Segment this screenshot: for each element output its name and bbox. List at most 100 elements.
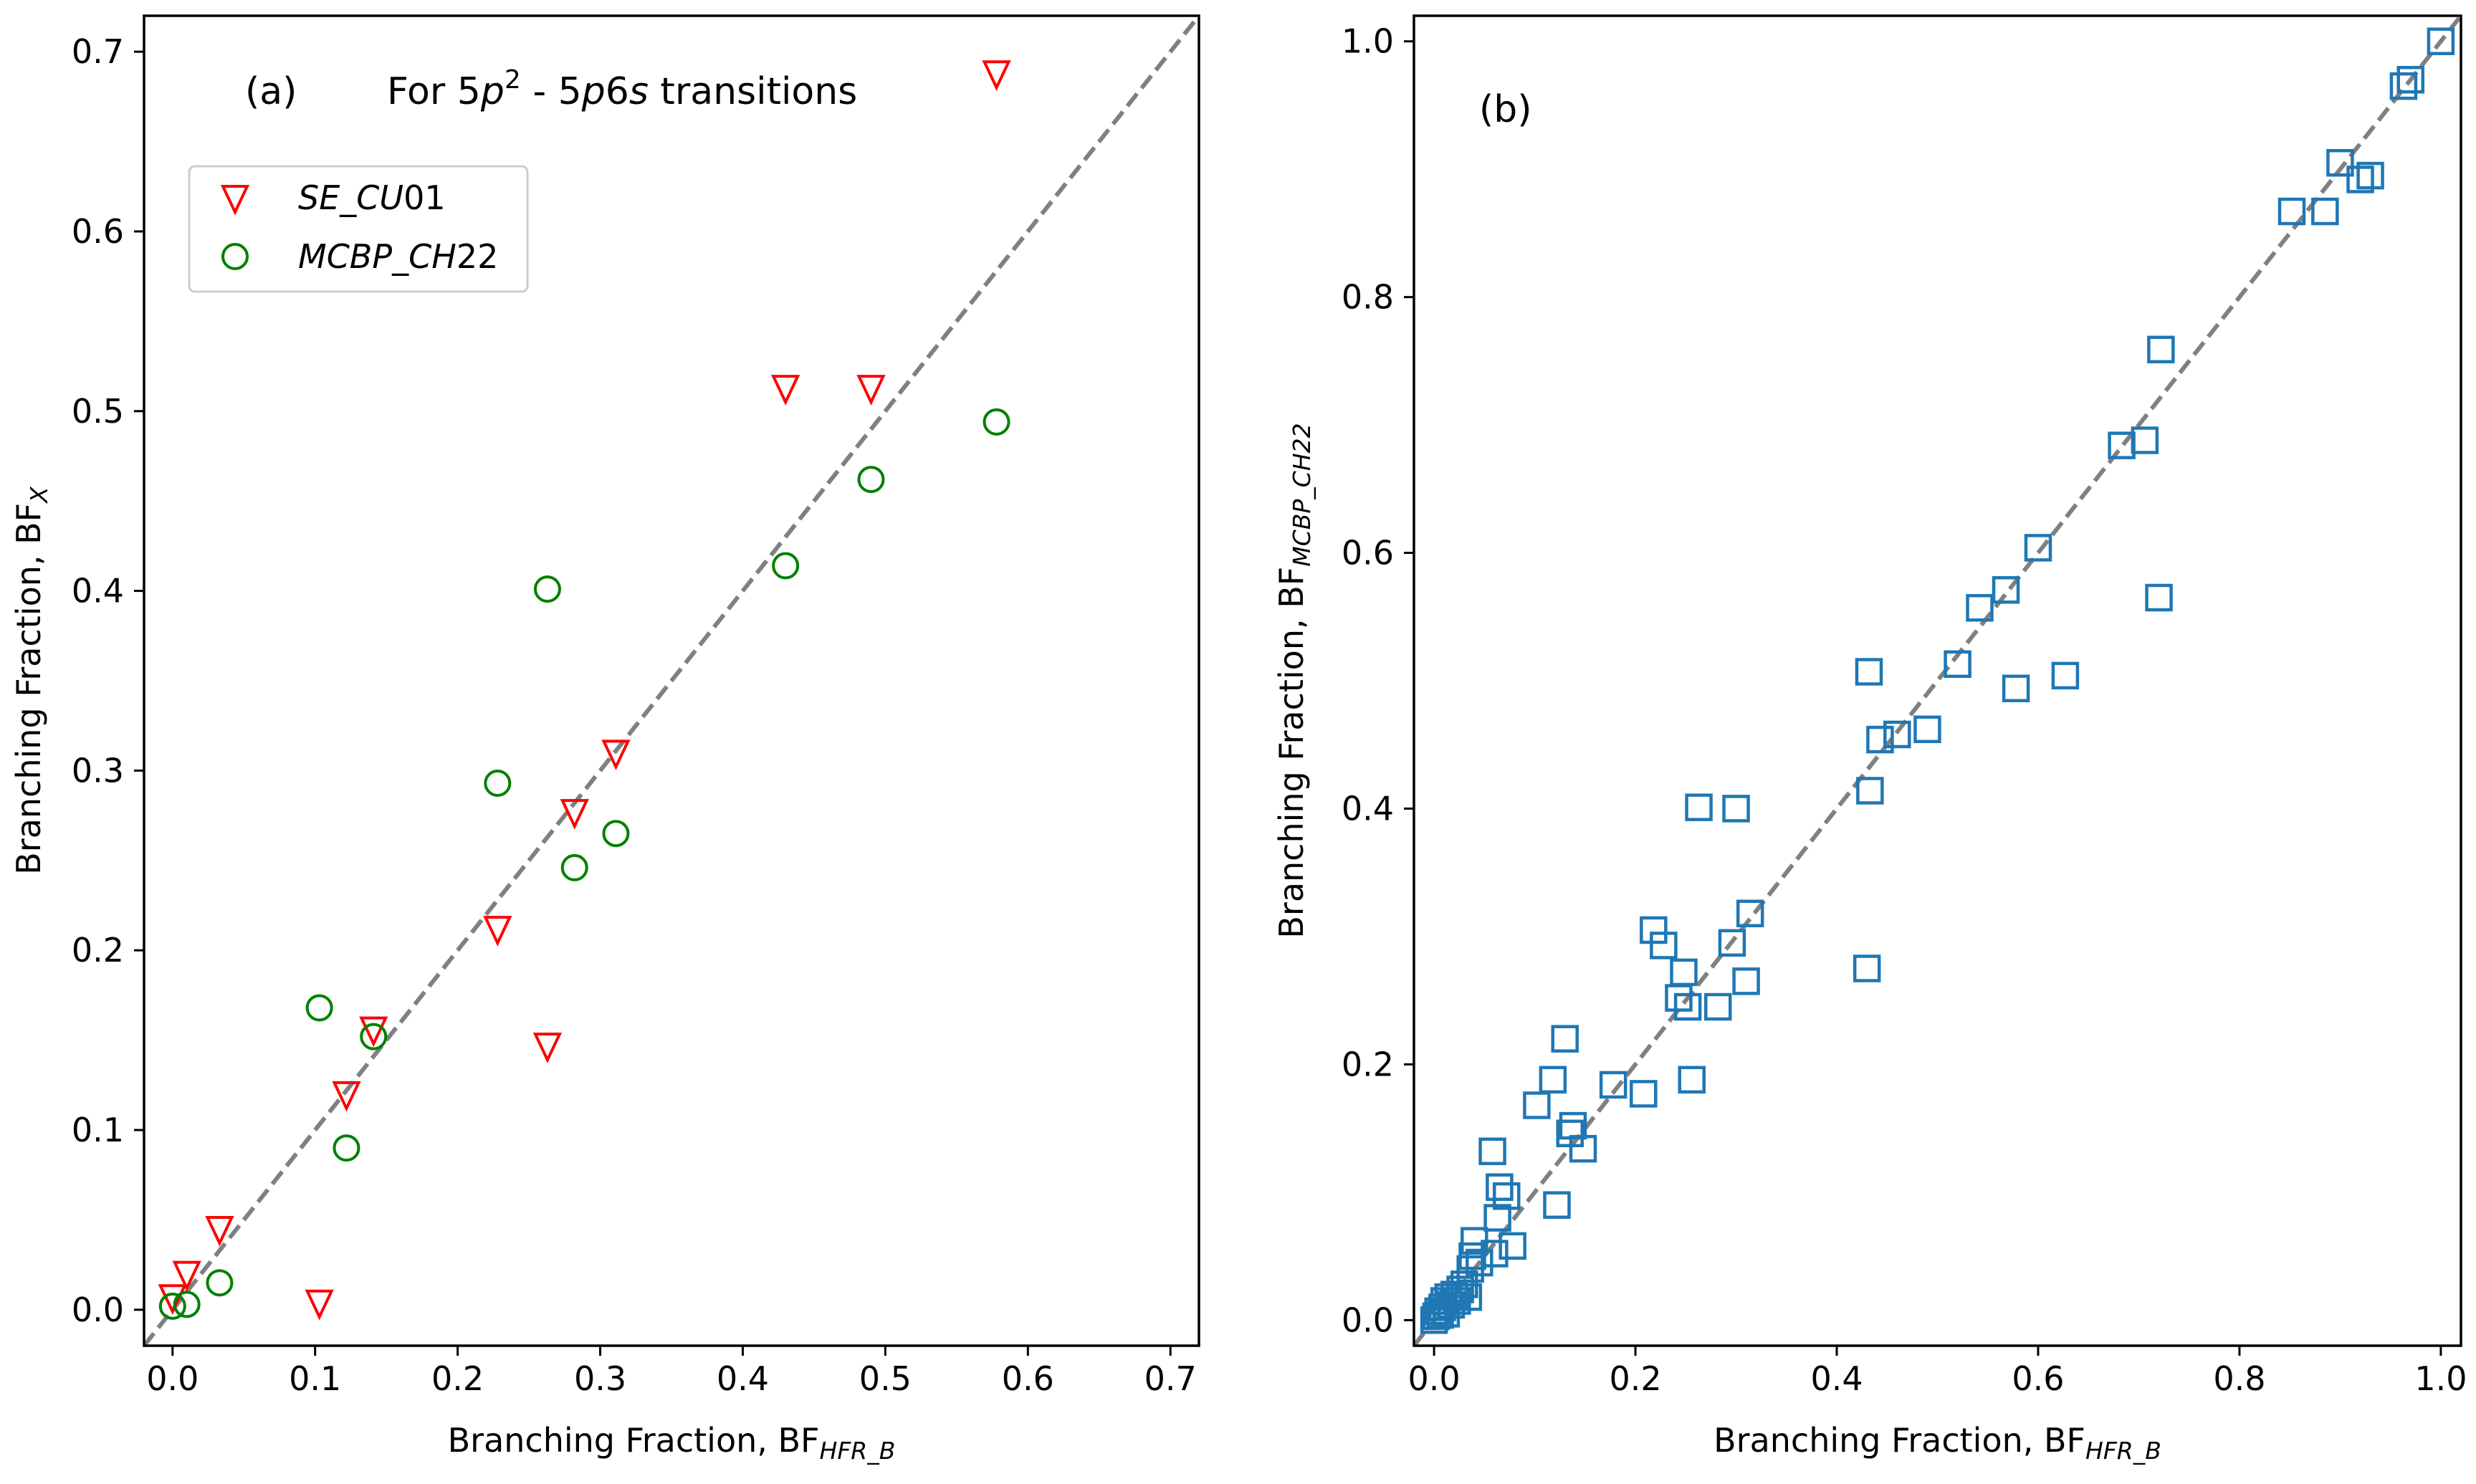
- data-point-circle: [360, 1023, 388, 1050]
- data-point-triangle: [359, 1016, 388, 1048]
- data-point-square: [1446, 1275, 1474, 1303]
- legend-marker-triangle: [220, 185, 250, 216]
- x-axis-label-main: Branching Fraction, BF: [1713, 1421, 2085, 1460]
- x-tick-label: 0.4: [717, 1359, 769, 1398]
- data-point-square: [1722, 795, 1750, 823]
- data-point-square: [1718, 929, 1746, 957]
- x-tick-label: 0.8: [2213, 1359, 2265, 1398]
- data-point-square: [1481, 1240, 1509, 1268]
- data-point-square: [1630, 1080, 1658, 1108]
- data-point-square: [1478, 1137, 1506, 1165]
- data-point-square: [2427, 27, 2455, 55]
- data-point-square: [2147, 335, 2175, 364]
- data-point-triangle: [770, 375, 800, 406]
- data-point-square: [1992, 576, 2020, 604]
- annotation-part: - 5: [521, 70, 582, 113]
- data-point-triangle: [483, 916, 512, 947]
- y-tick-label: 0.2: [72, 931, 124, 970]
- data-point-circle: [602, 820, 630, 848]
- data-point-square: [1670, 958, 1698, 987]
- annotation-italic: p: [581, 70, 606, 113]
- x-tick-label: 0.2: [431, 1359, 484, 1398]
- data-point-square: [2131, 426, 2159, 454]
- data-point-square: [1855, 658, 1883, 686]
- data-point-triangle: [305, 1289, 334, 1321]
- data-point-square: [2326, 148, 2354, 177]
- panel-a: 0.0 0.1 0.2 0.3 0.4 0.5 0.6 0.7 0.0 0.1 0.2 0.3 0.4 0…: [9, 14, 1200, 1465]
- data-point-square: [1458, 1242, 1486, 1270]
- x-tick-label: 0.2: [1609, 1359, 1661, 1398]
- data-point-square: [2311, 197, 2339, 226]
- panel-b: 0.0 0.2 0.4 0.6 0.8 1.0 0.0 0.2 0.4 0.6 0.8 1.0 Bran…: [1272, 14, 2467, 1465]
- data-point-circle: [857, 466, 885, 494]
- y-tick-label: 0.4: [1342, 789, 1394, 828]
- data-point-square: [2356, 161, 2384, 190]
- data-point-square: [1650, 932, 1678, 959]
- data-point-square: [2002, 674, 2030, 702]
- data-point-circle: [158, 1292, 186, 1320]
- y-tick-label: 0.6: [72, 212, 124, 251]
- y-axis-label-main: Branching Fraction, BF: [9, 503, 48, 875]
- annotation-superscript: 2: [505, 65, 521, 95]
- data-point-square: [1883, 720, 1911, 749]
- x-tick-label: 0.0: [146, 1359, 199, 1398]
- data-point-square: [2277, 197, 2306, 226]
- data-point-square: [1640, 916, 1668, 944]
- transition-annotation: For 5p2 - 5p6s transitions: [387, 65, 857, 113]
- y-tick-label: 0.1: [72, 1111, 124, 1149]
- legend-entry-suffix: 22: [457, 237, 499, 276]
- data-point-square: [1486, 1173, 1514, 1201]
- legend-entry-name: SE_CU: [298, 178, 403, 217]
- data-point-circle: [560, 853, 588, 881]
- data-point-triangle: [158, 1284, 187, 1315]
- data-point-square: [1543, 1191, 1571, 1219]
- legend-entry: SE_CU01: [298, 178, 446, 217]
- reference-line-y-equals-x: [1414, 16, 2461, 1346]
- data-point-square: [1539, 1066, 1567, 1094]
- data-point-square: [2051, 661, 2080, 690]
- y-axis-label-main: Branching Fraction, BF: [1272, 567, 1311, 939]
- x-tick-label: 0.5: [859, 1359, 912, 1398]
- data-point-square: [1853, 954, 1881, 982]
- y-tick-label: 0.8: [1342, 278, 1394, 317]
- data-point-square: [2389, 72, 2418, 100]
- panel-label: (b): [1479, 88, 1532, 131]
- y-tick-label: 0.0: [1342, 1301, 1394, 1339]
- x-tick-label: 0.3: [574, 1359, 626, 1398]
- x-tick-label: 1.0: [2414, 1359, 2467, 1398]
- axes-frame: [143, 14, 1200, 1347]
- y-axis-label: Branching Fraction, BFMCBP_CH22: [1272, 423, 1316, 938]
- data-point-square: [1551, 1025, 1579, 1053]
- y-axis-label-subscript: MCBP_CH22: [1288, 423, 1316, 566]
- legend-entry-suffix: 01: [403, 178, 446, 217]
- data-point-square: [1498, 1232, 1526, 1260]
- legend-marker-circle: [221, 243, 249, 270]
- data-point-circle: [206, 1269, 234, 1297]
- x-tick-label: 0.6: [2012, 1359, 2064, 1398]
- data-point-square: [1913, 715, 1941, 744]
- data-point-square: [1599, 1071, 1627, 1099]
- data-point-square: [2396, 65, 2425, 94]
- legend: SE_CU01 MCBP_CH22: [188, 165, 529, 293]
- data-point-square: [1466, 1248, 1493, 1277]
- y-tick-label: 0.6: [1342, 534, 1394, 573]
- x-axis-label-subscript: HFR_B: [820, 1437, 896, 1465]
- data-point-square: [1866, 725, 1894, 754]
- series-1-markers: [158, 408, 1010, 1320]
- data-point-circle: [484, 769, 512, 797]
- y-tick-label: 0.4: [72, 572, 124, 611]
- data-point-square: [1673, 992, 1702, 1021]
- data-point-square: [1736, 899, 1764, 928]
- data-point-square: [1732, 967, 1760, 995]
- data-point-square: [1944, 650, 1971, 679]
- data-point-square: [2346, 166, 2374, 193]
- y-tick-label: 0.0: [72, 1291, 124, 1329]
- data-point-square: [1483, 1204, 1511, 1232]
- y-axis-label-subscript: X: [25, 486, 53, 504]
- reference-line-y-equals-x: [144, 16, 1199, 1346]
- data-point-circle: [333, 1134, 360, 1162]
- data-point-square: [1440, 1280, 1468, 1308]
- data-point-triangle: [172, 1260, 201, 1292]
- axes-frame: [1413, 14, 2462, 1347]
- data-point-triangle: [560, 799, 589, 830]
